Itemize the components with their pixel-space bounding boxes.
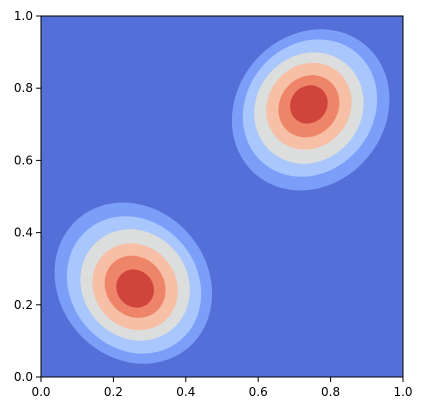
y-tick-label: 1.0 bbox=[14, 9, 33, 23]
x-tick-label: 0.2 bbox=[104, 385, 123, 399]
x-axis: 0.0 0.2 0.4 0.6 0.8 1.0 bbox=[31, 377, 413, 399]
x-tick-label: 0.8 bbox=[321, 385, 340, 399]
y-axis: 0.0 0.2 0.4 0.6 0.8 1.0 bbox=[14, 9, 41, 384]
y-tick-label: 0.4 bbox=[14, 226, 33, 240]
contour-fills bbox=[54, 29, 390, 364]
x-tick-label: 0.0 bbox=[31, 385, 50, 399]
plot-frame bbox=[40, 15, 404, 378]
y-tick-label: 0.8 bbox=[14, 81, 33, 95]
contour-band-upper-right-level-6 bbox=[290, 85, 328, 124]
y-tick-label: 0.6 bbox=[14, 153, 33, 167]
y-tick-label: 0.2 bbox=[14, 298, 33, 312]
x-tick-label: 0.6 bbox=[249, 385, 268, 399]
y-tick-label: 0.0 bbox=[14, 370, 33, 384]
x-tick-label: 1.0 bbox=[393, 385, 412, 399]
contour-band-lower-left-level-6 bbox=[116, 269, 154, 308]
x-tick-label: 0.4 bbox=[176, 385, 195, 399]
